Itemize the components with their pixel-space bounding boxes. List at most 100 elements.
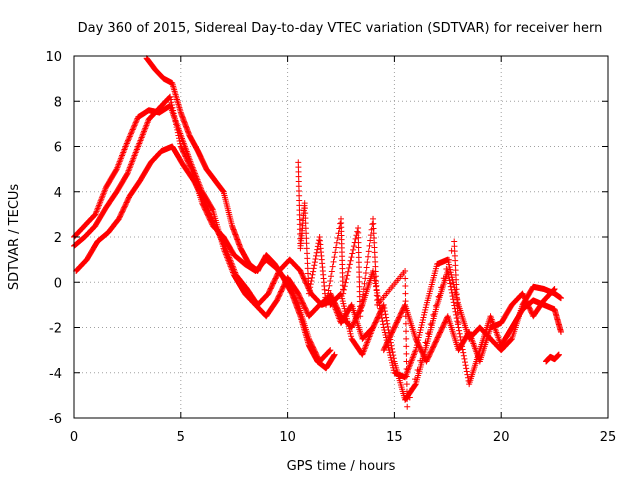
y-tick-label: 6: [54, 141, 62, 156]
data-point-marker: [397, 310, 404, 317]
data-point-marker: [271, 276, 278, 283]
data-point-marker: [268, 283, 275, 290]
data-point-marker: [207, 211, 214, 218]
data-point-marker: [333, 303, 340, 310]
data-point-marker: [207, 213, 214, 220]
data-point-marker: [348, 333, 355, 340]
data-point-marker: [300, 301, 307, 308]
data-point-marker: [551, 286, 558, 293]
data-point-marker: [419, 349, 426, 356]
data-point-marker: [304, 283, 311, 290]
data-point-marker: [119, 208, 126, 215]
data-point-marker: [389, 328, 396, 335]
data-point-marker: [440, 323, 447, 330]
data-point-marker: [409, 385, 416, 392]
data-point-marker: [186, 162, 193, 169]
data-point-marker: [183, 156, 190, 163]
data-point-marker: [302, 215, 309, 222]
data-point-marker: [216, 231, 223, 238]
data-point-marker: [399, 306, 406, 313]
data-point-marker: [380, 301, 387, 308]
data-point-marker: [440, 275, 447, 282]
data-point-marker: [118, 209, 125, 216]
data-point-marker: [179, 147, 186, 154]
data-point-marker: [402, 290, 409, 297]
data-point-marker: [339, 298, 346, 305]
axis-ticks: [73, 55, 609, 419]
data-point-marker: [386, 349, 393, 356]
data-point-marker: [521, 294, 528, 301]
data-point-marker: [298, 298, 305, 305]
data-point-marker: [270, 279, 277, 286]
data-point-marker: [341, 283, 348, 290]
data-point-marker: [297, 295, 304, 302]
y-tick-label: 4: [54, 186, 62, 201]
y-tick-labels: -6 -4 -2 0 2 4 6 8 10: [45, 50, 62, 427]
data-point-marker: [323, 301, 330, 308]
data-point-marker: [330, 296, 337, 303]
data-point-marker: [272, 275, 279, 282]
data-point-marker: [438, 284, 445, 291]
data-point-marker: [358, 302, 365, 309]
data-point-marker: [127, 132, 134, 139]
data-point-marker: [125, 136, 132, 143]
data-point-marker: [265, 289, 272, 296]
data-point-marker: [551, 286, 558, 293]
data-point-marker: [426, 352, 433, 359]
data-point-marker: [204, 206, 211, 213]
data-point-marker: [381, 344, 388, 351]
data-point-marker: [383, 314, 390, 321]
data-point-marker: [305, 275, 312, 282]
data-point-marker: [384, 338, 391, 345]
data-point-marker: [371, 277, 378, 284]
data-point-marker: [350, 320, 357, 327]
data-point-marker: [370, 324, 377, 331]
data-point-marker: [336, 309, 343, 316]
data-point-marker: [169, 104, 176, 111]
data-point-marker: [301, 200, 308, 207]
data-point-marker: [359, 296, 366, 303]
data-point-marker: [555, 351, 562, 358]
data-point-marker: [361, 280, 368, 287]
data-point-marker: [403, 350, 410, 357]
data-point-marker: [402, 305, 409, 312]
data-point-marker: [302, 279, 309, 286]
data-point-marker: [403, 343, 410, 350]
data-point-marker: [178, 146, 185, 153]
series-isolated: [543, 351, 562, 365]
data-point-marker: [427, 349, 434, 356]
data-point-marker: [328, 273, 335, 280]
data-point-marker: [279, 284, 286, 291]
data-point-marker: [298, 296, 305, 303]
data-point-marker: [399, 308, 406, 315]
data-point-marker: [305, 290, 312, 297]
data-point-marker: [333, 239, 340, 246]
data-point-marker: [396, 314, 403, 321]
data-point-marker: [351, 319, 358, 326]
data-point-marker: [337, 220, 344, 227]
data-point-marker: [182, 153, 189, 160]
data-point-marker: [349, 250, 356, 257]
data-point-marker: [328, 293, 335, 300]
data-point-marker: [213, 226, 220, 233]
data-point-marker: [123, 199, 130, 206]
data-point-marker: [417, 357, 424, 364]
data-point-marker: [122, 200, 129, 207]
data-point-marker: [343, 275, 350, 282]
data-point-marker: [382, 343, 389, 350]
data-point-marker: [201, 199, 208, 206]
data-point-marker: [378, 315, 385, 322]
data-point-marker: [352, 316, 359, 323]
data-point-marker: [414, 339, 421, 346]
data-point-marker: [507, 337, 514, 344]
data-point-marker: [354, 228, 361, 235]
data-point-marker: [304, 255, 311, 262]
data-point-marker: [304, 265, 311, 272]
data-point-marker: [378, 311, 385, 318]
data-point-marker: [436, 330, 443, 337]
data-point-marker: [278, 287, 285, 294]
x-tick-label: 25: [600, 430, 617, 445]
data-point-marker: [217, 234, 224, 240]
data-point-marker: [525, 303, 532, 310]
data-point-marker: [174, 126, 181, 133]
